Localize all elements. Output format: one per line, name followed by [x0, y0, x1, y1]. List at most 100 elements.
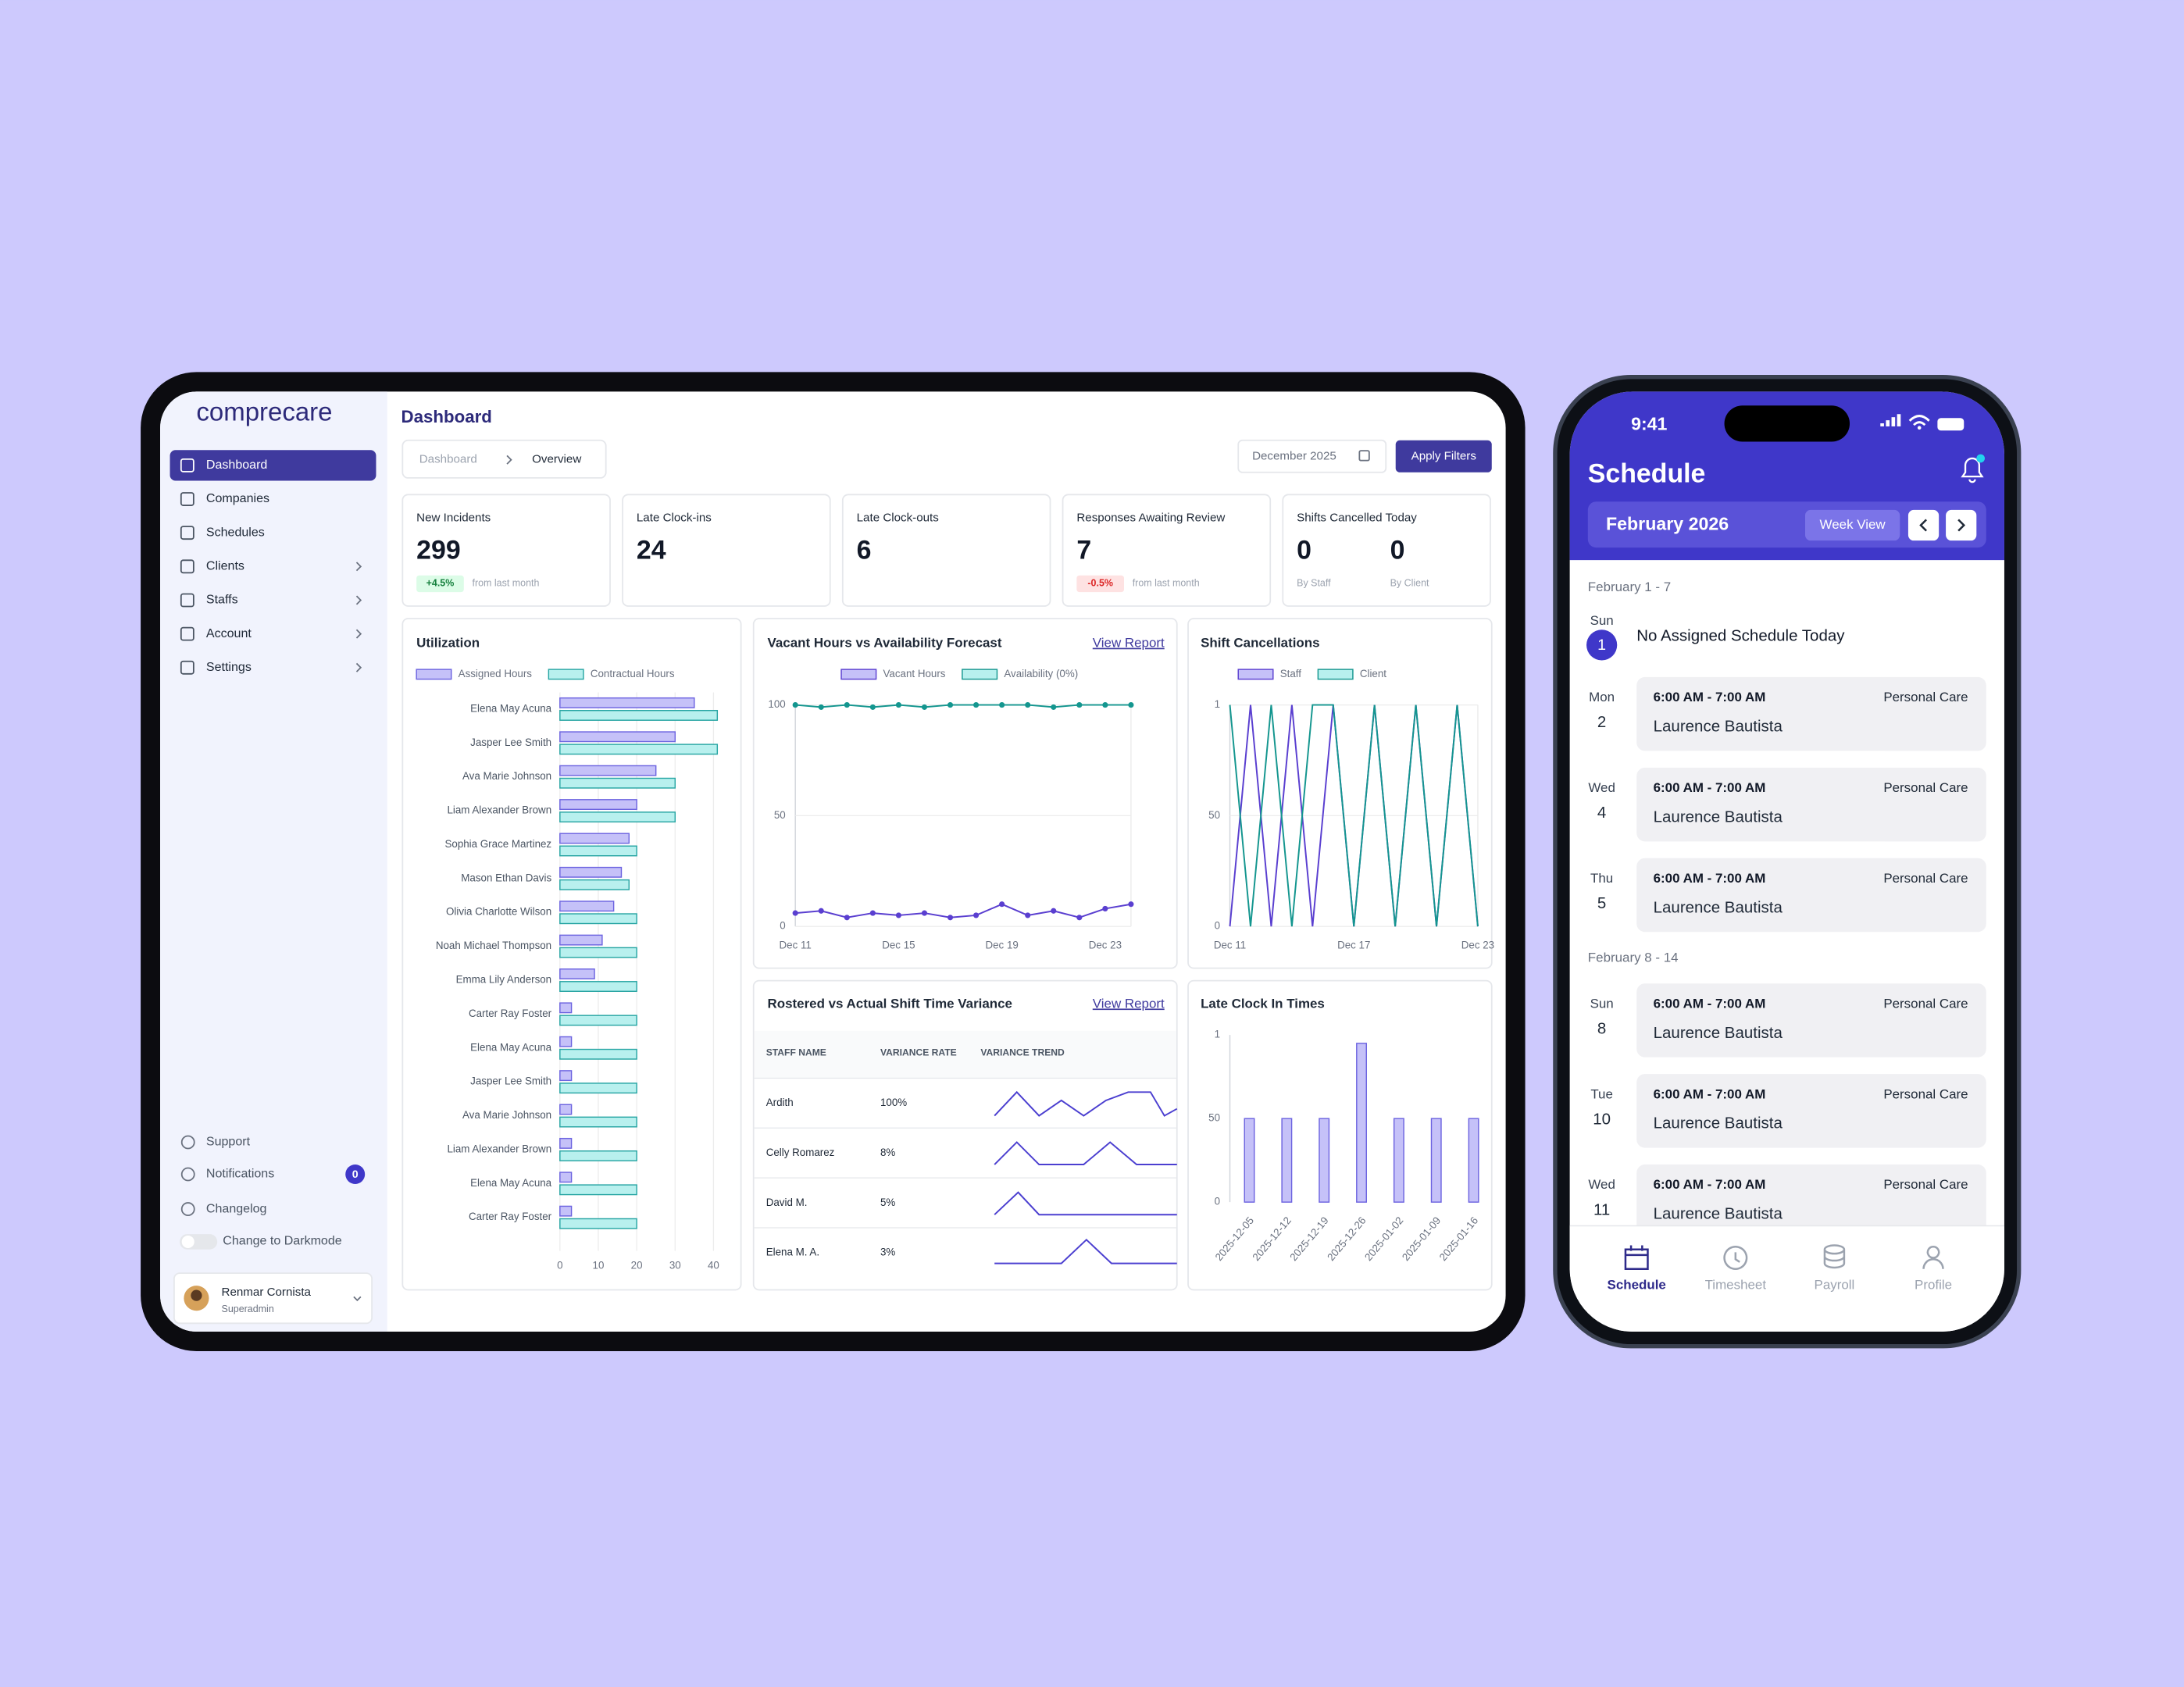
series-line: [795, 903, 1132, 918]
x-tick-label: Dec 17: [1337, 940, 1370, 951]
series-point: [1102, 905, 1108, 911]
week-label: February 8 - 14: [1588, 950, 1679, 965]
shift-card[interactable]: [1636, 767, 1986, 842]
x-tick-label: 0: [557, 1260, 562, 1271]
stat-title: Late Clock-ins: [637, 512, 712, 525]
x-tick-label: Dec 23: [1461, 940, 1494, 951]
y-tick-label: 0: [780, 920, 785, 932]
tab-label[interactable]: Schedule: [1608, 1278, 1666, 1293]
shift-card[interactable]: [1636, 983, 1986, 1057]
breadcrumb-sep: [506, 455, 512, 465]
nav-label[interactable]: Dashboard: [206, 458, 267, 472]
tab-icon: [1624, 1245, 1649, 1271]
series-point: [1051, 908, 1057, 914]
day-name: Tue: [1590, 1086, 1613, 1101]
tab-label[interactable]: Payroll: [1815, 1278, 1855, 1293]
tab-label[interactable]: Timesheet: [1705, 1278, 1767, 1293]
x-tick-label: 30: [669, 1260, 681, 1271]
signal-bar: [1880, 423, 1884, 426]
shift-staff: Laurence Bautista: [1654, 808, 1783, 826]
table-header: [754, 1030, 1176, 1079]
view-report[interactable]: View Report: [1093, 636, 1165, 651]
category-label: Mason Ethan Davis: [461, 872, 551, 883]
user-chevron: [353, 1296, 362, 1302]
footer-link[interactable]: Changelog: [206, 1201, 267, 1215]
tab-icon: [1723, 1245, 1748, 1270]
view-report[interactable]: View Report: [1093, 996, 1165, 1011]
shift-card[interactable]: [1636, 676, 1986, 751]
series-point: [818, 704, 824, 710]
notification-count: 0: [352, 1168, 359, 1181]
stat-card: [622, 494, 831, 607]
footer-link[interactable]: Notifications: [206, 1167, 274, 1181]
category-label: Jasper Lee Smith: [470, 1075, 551, 1087]
nav-active: [170, 450, 376, 481]
series-point: [844, 702, 850, 708]
nav-arrow-button[interactable]: [1907, 509, 1940, 541]
legend-swatch: [548, 669, 584, 680]
shift-card[interactable]: [1636, 858, 1986, 933]
user-role: Superadmin: [222, 1304, 274, 1314]
series-point: [999, 702, 1005, 708]
signal-bar: [1886, 420, 1890, 426]
bar: [559, 845, 637, 857]
apply-button[interactable]: [1395, 440, 1492, 473]
series-point: [1102, 702, 1108, 708]
series-point: [1128, 901, 1134, 908]
day-date: 8: [1597, 1019, 1606, 1037]
bar: [1393, 1118, 1404, 1203]
shift-card[interactable]: [1636, 1164, 1986, 1239]
table-title: Rostered vs Actual Shift Time Variance: [768, 996, 1012, 1011]
breadcrumb-item[interactable]: Dashboard: [419, 453, 477, 466]
series-line: [1229, 704, 1479, 927]
variance-trend: [994, 1238, 1177, 1264]
day-date: 2: [1597, 713, 1606, 731]
date-picker[interactable]: [1237, 439, 1387, 473]
nav-label[interactable]: Clients: [206, 559, 244, 573]
nav-label[interactable]: Schedules: [206, 525, 265, 539]
stat-note: By Staff: [1297, 578, 1331, 589]
shift-time: 6:00 AM - 7:00 AM: [1654, 996, 1766, 1011]
column-header: VARIANCE TREND: [980, 1047, 1065, 1058]
bar: [559, 697, 695, 708]
shift-card[interactable]: [1636, 1074, 1986, 1148]
chart-title: Vacant Hours vs Availability Forecast: [768, 636, 1002, 651]
notification-badge: [345, 1164, 366, 1184]
bar: [1468, 1118, 1479, 1203]
tab-label[interactable]: Profile: [1915, 1278, 1952, 1293]
day-date: 11: [1593, 1200, 1610, 1218]
bar: [559, 968, 595, 979]
nav-label[interactable]: Staffs: [206, 593, 238, 607]
bar: [559, 1116, 637, 1128]
variance-rate: 5%: [880, 1197, 895, 1208]
nav-chevron: [355, 595, 362, 605]
shift-staff: Laurence Bautista: [1654, 1115, 1783, 1132]
bar: [559, 731, 676, 743]
nav-chevron: [355, 562, 362, 572]
legend-label: Client: [1360, 668, 1386, 679]
nav-label[interactable]: Companies: [206, 491, 269, 505]
nav-label[interactable]: Settings: [206, 660, 252, 674]
stat-note: from last month: [1133, 578, 1200, 589]
stat-title: Shifts Cancelled Today: [1297, 512, 1417, 525]
y-tick-label: 0: [1215, 920, 1220, 932]
shift-service: Personal Care: [1883, 1086, 1968, 1101]
wifi-dot: [1917, 426, 1922, 430]
legend-label: Vacant Hours: [883, 668, 946, 679]
nav-label[interactable]: Account: [206, 626, 252, 640]
bar: [559, 1218, 637, 1229]
footer-link[interactable]: Support: [206, 1135, 251, 1149]
user-card[interactable]: [173, 1272, 373, 1325]
day-name: Wed: [1588, 1177, 1615, 1192]
bell-icon[interactable]: [1961, 457, 1984, 483]
nav-arrow-button[interactable]: [1946, 509, 1977, 541]
breadcrumb: [401, 439, 607, 479]
variance-rate: 100%: [880, 1097, 907, 1108]
series-point: [792, 702, 798, 708]
bar: [559, 1015, 637, 1026]
series-point: [921, 910, 928, 916]
series-point: [792, 910, 798, 916]
shift-time: 6:00 AM - 7:00 AM: [1654, 780, 1766, 795]
shift-service: Personal Care: [1883, 690, 1968, 704]
week-view-button[interactable]: [1804, 509, 1900, 541]
